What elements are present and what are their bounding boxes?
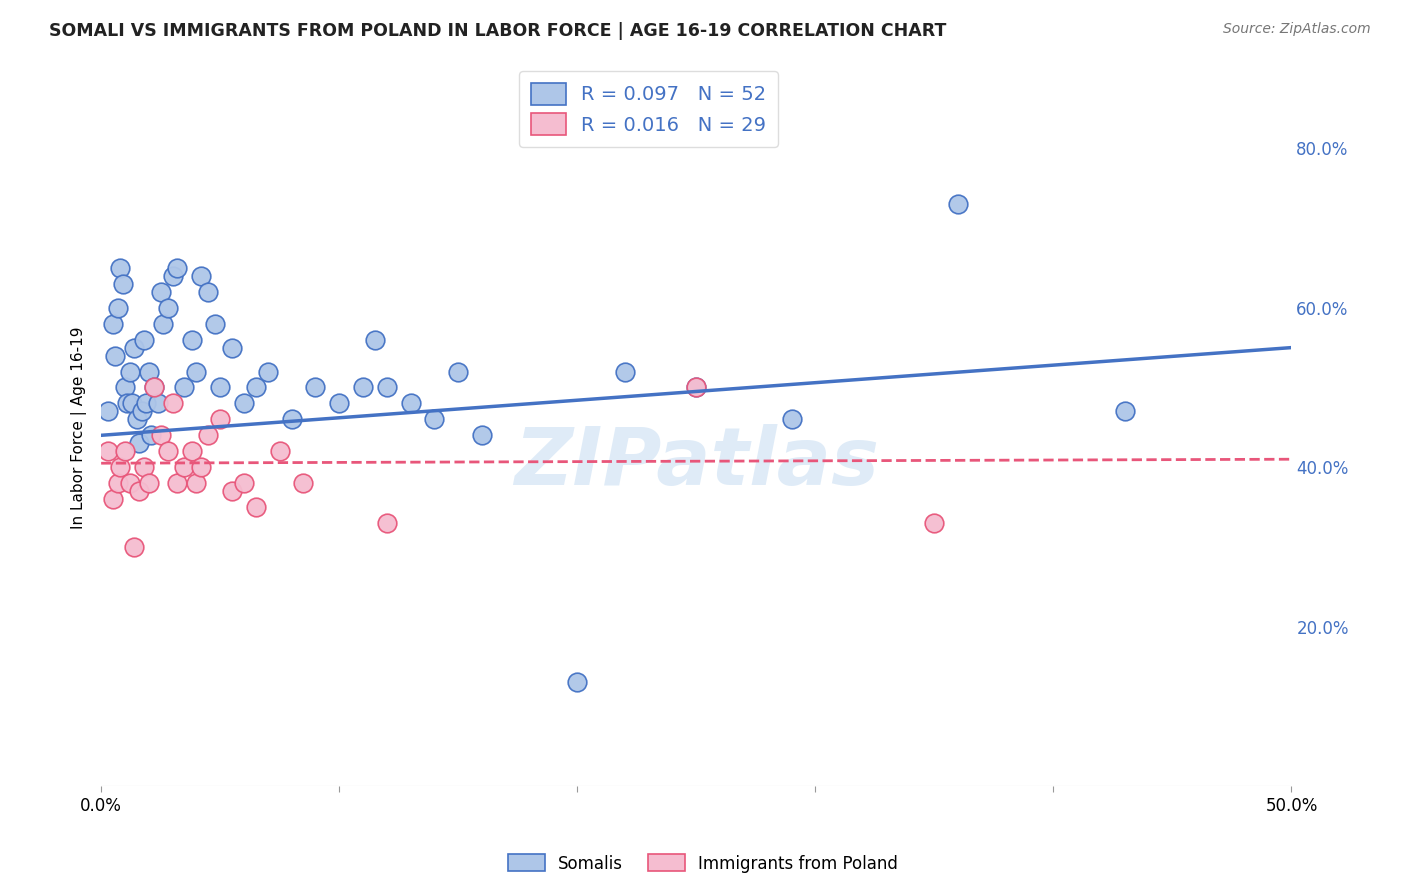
Point	[118, 364, 141, 378]
Point	[101, 492, 124, 507]
Point	[148, 396, 170, 410]
Point	[180, 333, 202, 347]
Point	[162, 268, 184, 283]
Point	[166, 476, 188, 491]
Point	[138, 476, 160, 491]
Text: ZIPatlas: ZIPatlas	[513, 425, 879, 502]
Point	[190, 460, 212, 475]
Point	[613, 364, 636, 378]
Point	[128, 436, 150, 450]
Point	[117, 396, 139, 410]
Point	[233, 396, 256, 410]
Point	[280, 412, 302, 426]
Point	[375, 380, 398, 394]
Point	[149, 285, 172, 299]
Point	[292, 476, 315, 491]
Point	[142, 380, 165, 394]
Point	[204, 317, 226, 331]
Point	[328, 396, 350, 410]
Point	[131, 404, 153, 418]
Point	[121, 396, 143, 410]
Point	[197, 428, 219, 442]
Point	[269, 444, 291, 458]
Point	[166, 260, 188, 275]
Point	[125, 412, 148, 426]
Point	[173, 460, 195, 475]
Point	[233, 476, 256, 491]
Point	[375, 516, 398, 530]
Point	[256, 364, 278, 378]
Point	[162, 396, 184, 410]
Point	[924, 516, 946, 530]
Point	[471, 428, 494, 442]
Y-axis label: In Labor Force | Age 16-19: In Labor Force | Age 16-19	[72, 326, 87, 529]
Point	[101, 317, 124, 331]
Point	[352, 380, 374, 394]
Point	[108, 460, 131, 475]
Point	[114, 380, 136, 394]
Point	[447, 364, 470, 378]
Point	[118, 476, 141, 491]
Point	[138, 364, 160, 378]
Point	[221, 341, 243, 355]
Point	[197, 285, 219, 299]
Point	[173, 380, 195, 394]
Point	[245, 380, 267, 394]
Point	[132, 460, 155, 475]
Point	[304, 380, 326, 394]
Point	[114, 444, 136, 458]
Point	[423, 412, 446, 426]
Point	[364, 333, 387, 347]
Point	[780, 412, 803, 426]
Point	[124, 341, 146, 355]
Point	[142, 380, 165, 394]
Point	[149, 428, 172, 442]
Point	[186, 476, 208, 491]
Point	[156, 301, 179, 315]
Point	[111, 277, 134, 291]
Point	[108, 260, 131, 275]
Point	[946, 197, 969, 211]
Point	[209, 412, 232, 426]
Point	[97, 404, 120, 418]
Text: Source: ZipAtlas.com: Source: ZipAtlas.com	[1223, 22, 1371, 37]
Point	[156, 444, 179, 458]
Point	[132, 333, 155, 347]
Legend: Somalis, Immigrants from Poland: Somalis, Immigrants from Poland	[502, 847, 904, 880]
Point	[135, 396, 157, 410]
Point	[152, 317, 174, 331]
Point	[139, 428, 162, 442]
Point	[221, 484, 243, 499]
Point	[399, 396, 422, 410]
Point	[685, 380, 707, 394]
Legend: R = 0.097   N = 52, R = 0.016   N = 29: R = 0.097 N = 52, R = 0.016 N = 29	[519, 71, 778, 147]
Point	[209, 380, 232, 394]
Point	[567, 675, 589, 690]
Point	[107, 476, 129, 491]
Point	[97, 444, 120, 458]
Point	[190, 268, 212, 283]
Point	[1114, 404, 1136, 418]
Point	[124, 540, 146, 554]
Point	[128, 484, 150, 499]
Point	[245, 500, 267, 514]
Text: SOMALI VS IMMIGRANTS FROM POLAND IN LABOR FORCE | AGE 16-19 CORRELATION CHART: SOMALI VS IMMIGRANTS FROM POLAND IN LABO…	[49, 22, 946, 40]
Point	[104, 349, 127, 363]
Point	[186, 364, 208, 378]
Point	[685, 380, 707, 394]
Point	[107, 301, 129, 315]
Point	[180, 444, 202, 458]
